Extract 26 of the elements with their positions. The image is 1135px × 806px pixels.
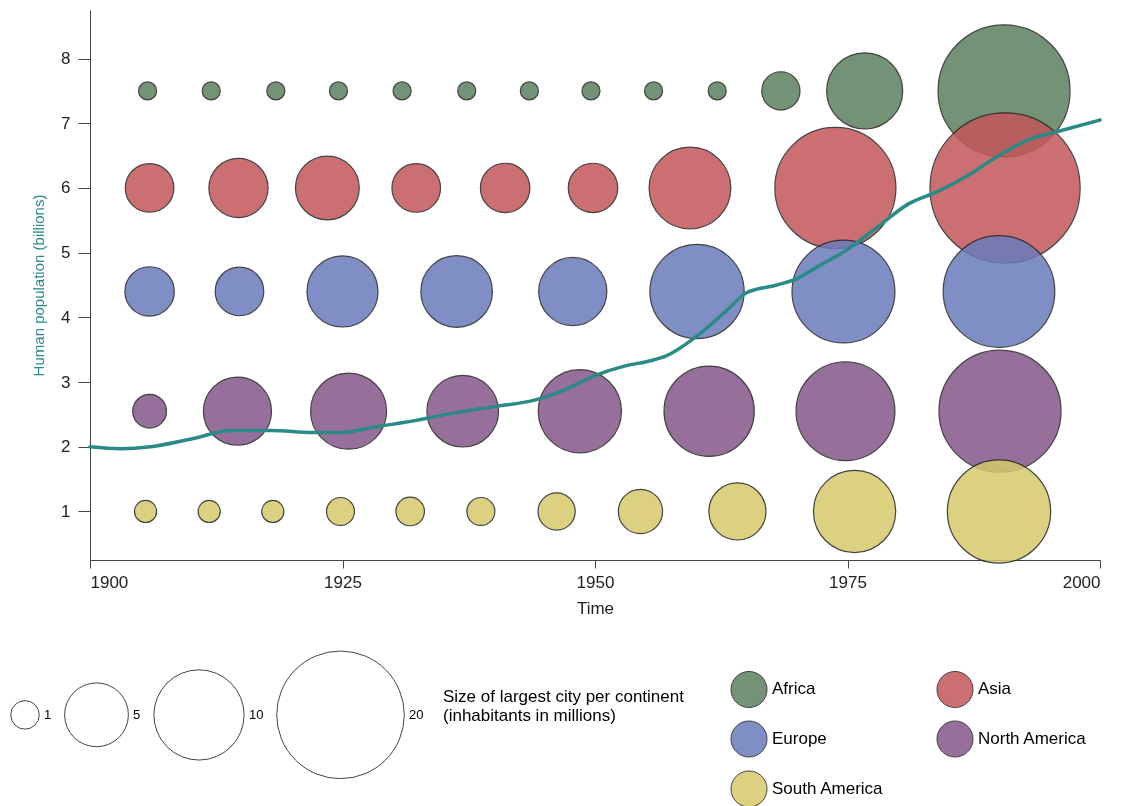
legend-label: 10 bbox=[249, 706, 264, 722]
x-tick-label: 1900 bbox=[90, 572, 129, 592]
legend-label: Europe bbox=[772, 729, 827, 748]
y-axis-title: Human population (billions) bbox=[30, 194, 48, 377]
y-tick-label: 4 bbox=[61, 307, 71, 327]
legend-label: South America bbox=[772, 779, 884, 798]
legend-label: North America bbox=[978, 729, 1087, 748]
x-tick-label: 1975 bbox=[829, 572, 867, 592]
x-axis-title: Time bbox=[576, 598, 615, 618]
legend-title: Size of largest city per continent (inhabitants in millions) bbox=[443, 687, 685, 725]
x-tick-label: 2000 bbox=[1062, 572, 1101, 592]
legend-label: 20 bbox=[409, 706, 424, 722]
y-tick-label: 1 bbox=[61, 501, 71, 521]
y-tick-label: 7 bbox=[61, 113, 71, 133]
legend-label: Africa bbox=[772, 679, 816, 699]
line-series bbox=[88, 118, 1102, 451]
legend-label: 1 bbox=[44, 706, 52, 722]
y-tick-label: 3 bbox=[61, 372, 71, 392]
y-tick-label: 2 bbox=[61, 437, 71, 457]
y-tick-label: 6 bbox=[61, 178, 71, 198]
y-tick-label: 8 bbox=[61, 49, 71, 69]
x-tick-label: 1925 bbox=[324, 572, 362, 592]
legend-label: Asia bbox=[978, 679, 1012, 699]
y-tick-label: 5 bbox=[61, 243, 71, 263]
legend-label: 5 bbox=[133, 706, 141, 722]
x-tick-label: 1950 bbox=[576, 572, 615, 592]
